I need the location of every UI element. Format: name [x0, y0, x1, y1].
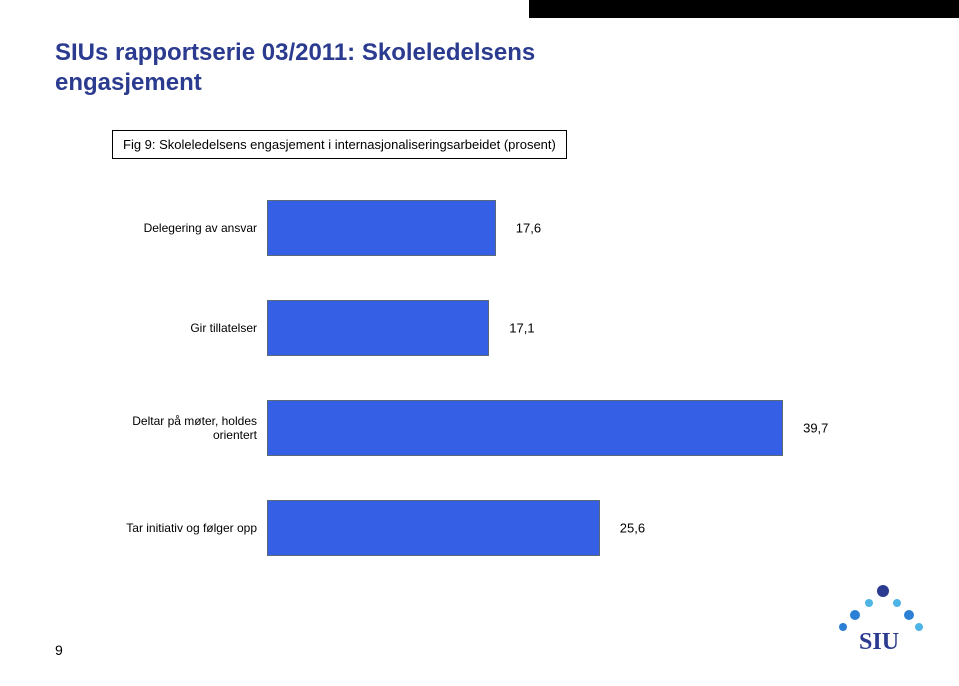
figure-caption: Fig 9: Skoleledelsens engasjement i inte…	[123, 137, 556, 152]
bar-category-label: Tar initiativ og følger opp	[112, 521, 267, 535]
bar-category-label: Gir tillatelser	[112, 321, 267, 335]
bar-chart: Delegering av ansvar 17,6 Gir tillatelser 1…	[112, 200, 852, 556]
page-title: SIUs rapportserie 03/2011: Skoleledelsen…	[55, 38, 535, 98]
bar-area: 25,6	[267, 500, 852, 556]
bar-value-label: 39,7	[803, 421, 828, 436]
bar	[267, 300, 489, 356]
bar	[267, 200, 496, 256]
top-black-bar	[529, 0, 959, 18]
bar-area: 17,1	[267, 300, 852, 356]
bar-value-label: 25,6	[620, 521, 645, 536]
bar-value-label: 17,1	[509, 321, 534, 336]
bar-area: 17,6	[267, 200, 852, 256]
chart-row: Deltar på møter, holdes orientert 39,7	[112, 400, 852, 456]
chart-row: Gir tillatelser 17,1	[112, 300, 852, 356]
page-number: 9	[55, 642, 63, 658]
svg-text:SIU: SIU	[859, 629, 899, 655]
chart-row: Tar initiativ og følger opp 25,6	[112, 500, 852, 556]
bar-area: 39,7	[267, 400, 852, 456]
siu-logo: SIU	[795, 577, 925, 662]
bar-value-label: 17,6	[516, 221, 541, 236]
chart-row: Delegering av ansvar 17,6	[112, 200, 852, 256]
title-line2: engasjement	[55, 69, 202, 96]
title-line1: SIUs rapportserie 03/2011: Skoleledelsen…	[55, 39, 535, 66]
bar-category-label: Delegering av ansvar	[112, 221, 267, 235]
bar	[267, 400, 783, 456]
bar	[267, 500, 600, 556]
bar-category-label: Deltar på møter, holdes orientert	[112, 414, 267, 443]
figure-caption-box: Fig 9: Skoleledelsens engasjement i inte…	[112, 130, 567, 159]
